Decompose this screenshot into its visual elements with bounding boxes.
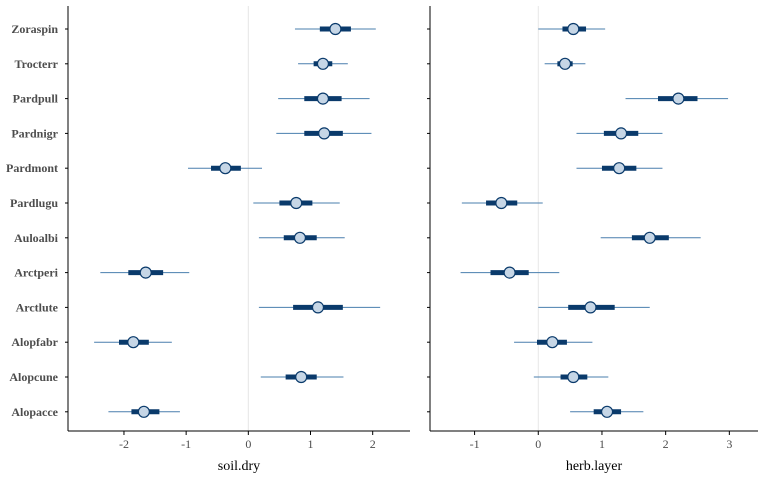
median-point-pardlugu <box>495 196 508 210</box>
median-point-pardnigr <box>614 127 628 140</box>
y-tick-label: Arctperi <box>14 266 58 280</box>
y-tick-label: Alopacce <box>11 405 58 419</box>
x-tick-label: 1 <box>599 437 605 451</box>
y-tick-label: Alopcune <box>9 370 58 384</box>
median-point-pardnigr <box>318 127 331 140</box>
x-tick-label: -1 <box>181 437 191 451</box>
median-point-pardmont <box>219 162 232 175</box>
median-point-trocterr <box>316 57 330 70</box>
y-tick-label: Trocterr <box>14 57 58 71</box>
median-point-alopacce <box>137 405 150 418</box>
median-point-alopfabr <box>546 336 559 349</box>
panels-layer: Zoraspin Trocterr Pardpull Pardnigr Pardmont… <box>6 6 758 474</box>
x-axis-title: herb.layer <box>566 459 623 474</box>
y-tick-label: Pardlugu <box>10 196 58 210</box>
median-point-auloalbi <box>293 231 307 244</box>
median-point-arctperi <box>503 266 516 279</box>
y-tick-label: Pardnigr <box>11 126 58 140</box>
x-tick-label: 1 <box>308 437 314 451</box>
x-tick-label: 2 <box>370 437 376 451</box>
median-point-arctperi <box>139 266 152 279</box>
x-tick-label: 0 <box>245 437 251 451</box>
x-axis-title: soil.dry <box>218 459 260 474</box>
median-point-pardpull <box>316 92 330 105</box>
y-tick-label: Arctlute <box>16 300 59 314</box>
y-tick-label: Pardmont <box>6 161 58 175</box>
median-point-arctlute <box>584 301 597 314</box>
median-point-alopacce <box>600 405 614 418</box>
y-tick-label: Pardpull <box>13 92 59 106</box>
median-point-trocterr <box>558 57 572 70</box>
x-tick-label: 2 <box>663 437 669 451</box>
y-tick-label: Zoraspin <box>11 22 58 36</box>
x-tick-label: -2 <box>119 437 129 451</box>
median-point-zoraspin <box>567 22 580 36</box>
panel-1: -2 -1 0 1 2 soil.dry <box>65 6 410 474</box>
x-tick-label: 0 <box>535 437 541 451</box>
median-point-arctlute <box>311 301 325 314</box>
median-point-pardpull <box>672 92 685 105</box>
median-point-pardlugu <box>290 196 303 210</box>
median-point-alopfabr <box>127 336 140 349</box>
median-point-pardmont <box>613 162 626 175</box>
x-tick-label: 3 <box>726 437 732 451</box>
y-tick-label: Alopfabr <box>11 335 58 349</box>
median-point-alopcune <box>295 370 308 384</box>
panel-2: -1 0 1 2 3 herb.layer <box>427 6 758 474</box>
y-tick-label: Auloalbi <box>14 231 59 245</box>
median-point-zoraspin <box>329 22 342 36</box>
median-point-auloalbi <box>643 231 656 244</box>
median-point-alopcune <box>567 370 580 384</box>
x-tick-label: -1 <box>470 437 480 451</box>
